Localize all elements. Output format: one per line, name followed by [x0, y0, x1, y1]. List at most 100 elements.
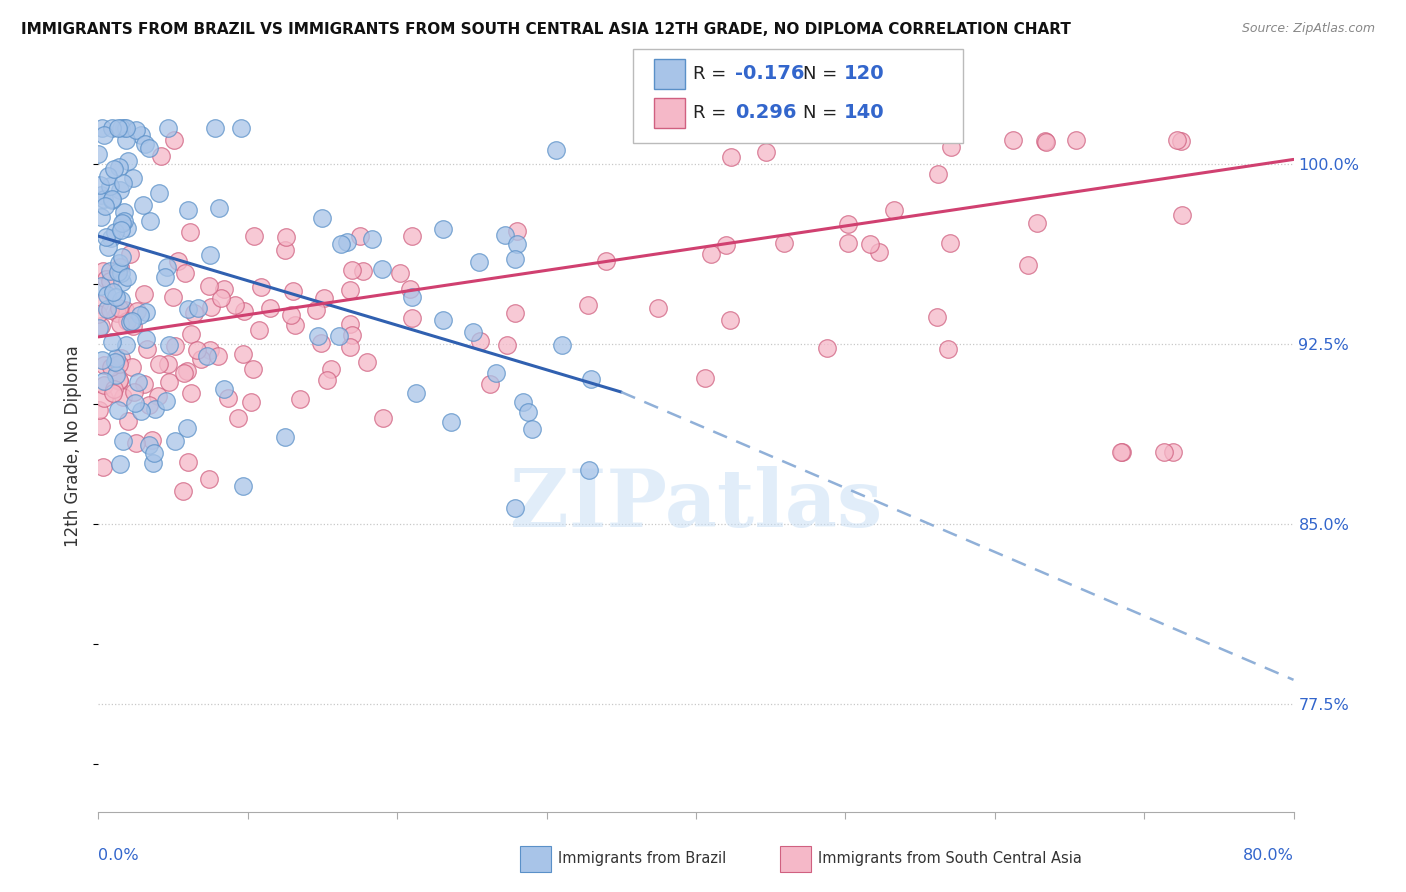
Point: [183, 306, 205, 320]
Text: Immigrants from South Central Asia: Immigrants from South Central Asia: [818, 852, 1083, 866]
Point: [138, 398, 160, 412]
Point: [925, 310, 948, 324]
Point: [96, 272, 118, 286]
Point: [104, 225, 127, 239]
Point: [157, 375, 180, 389]
Point: [176, 364, 198, 378]
Point: [97, 169, 120, 184]
Point: [695, 371, 717, 385]
Point: [127, 304, 149, 318]
Point: [468, 255, 491, 269]
Point: [103, 382, 125, 396]
Point: [125, 122, 148, 136]
Point: [1026, 216, 1049, 230]
Point: [115, 314, 138, 328]
Point: [111, 250, 134, 264]
Point: [104, 290, 127, 304]
Point: [485, 367, 508, 381]
Point: [240, 395, 263, 409]
Point: [156, 357, 179, 371]
Point: [468, 334, 491, 348]
Point: [98, 274, 121, 288]
Point: [339, 283, 361, 297]
Point: [339, 340, 361, 354]
Point: [108, 256, 131, 270]
Point: [165, 434, 187, 448]
Point: [1171, 208, 1194, 222]
Point: [284, 318, 307, 332]
Point: [1002, 133, 1025, 147]
Point: [129, 128, 152, 142]
Point: [173, 366, 195, 380]
Point: [87, 307, 110, 321]
Point: [837, 217, 859, 231]
Point: [90, 319, 112, 334]
Point: [176, 421, 198, 435]
Point: [110, 121, 132, 136]
Point: [91, 121, 114, 136]
Point: [506, 237, 529, 252]
Point: [112, 204, 135, 219]
Point: [883, 203, 905, 218]
Point: [135, 332, 157, 346]
Point: [401, 229, 423, 244]
Point: [117, 415, 139, 429]
Point: [177, 203, 200, 218]
Point: [576, 298, 599, 312]
Point: [124, 395, 146, 409]
Text: 80.0%: 80.0%: [1243, 847, 1294, 863]
Point: [200, 248, 222, 262]
Point: [242, 229, 264, 244]
Text: Source: ZipAtlas.com: Source: ZipAtlas.com: [1241, 22, 1375, 36]
Point: [110, 293, 132, 308]
Point: [90, 210, 112, 224]
Point: [859, 236, 882, 251]
Point: [100, 359, 122, 374]
Point: [754, 145, 776, 160]
Point: [281, 285, 304, 299]
Point: [138, 140, 160, 154]
Point: [110, 266, 132, 280]
Y-axis label: 12th Grade, No Diploma: 12th Grade, No Diploma: [65, 345, 83, 547]
Point: [91, 353, 114, 368]
Point: [117, 220, 139, 235]
Point: [232, 478, 254, 492]
Point: [138, 438, 160, 452]
Point: [494, 227, 516, 242]
Point: [122, 385, 145, 400]
Point: [595, 253, 617, 268]
Point: [107, 374, 129, 388]
Point: [100, 179, 122, 194]
Point: [97, 240, 120, 254]
Point: [108, 373, 131, 387]
Point: [503, 252, 526, 267]
Point: [93, 128, 115, 142]
Point: [93, 192, 115, 206]
Point: [96, 288, 118, 302]
Point: [148, 358, 170, 372]
Point: [463, 325, 485, 339]
Point: [198, 472, 221, 486]
Point: [1111, 445, 1133, 459]
Point: [108, 160, 131, 174]
Point: [773, 235, 796, 250]
Text: ZIPatlas: ZIPatlas: [510, 466, 882, 543]
Point: [110, 351, 132, 365]
Point: [373, 411, 395, 425]
Point: [105, 306, 128, 320]
Point: [94, 199, 117, 213]
Point: [165, 339, 187, 353]
Point: [405, 385, 427, 400]
Point: [432, 313, 454, 327]
Point: [110, 223, 132, 237]
Point: [107, 121, 129, 136]
Text: 140: 140: [844, 103, 884, 122]
Point: [156, 260, 179, 274]
Point: [195, 349, 218, 363]
Point: [242, 361, 264, 376]
Point: [179, 225, 201, 239]
Point: [212, 282, 235, 296]
Point: [155, 393, 177, 408]
Point: [156, 121, 179, 136]
Point: [177, 302, 200, 317]
